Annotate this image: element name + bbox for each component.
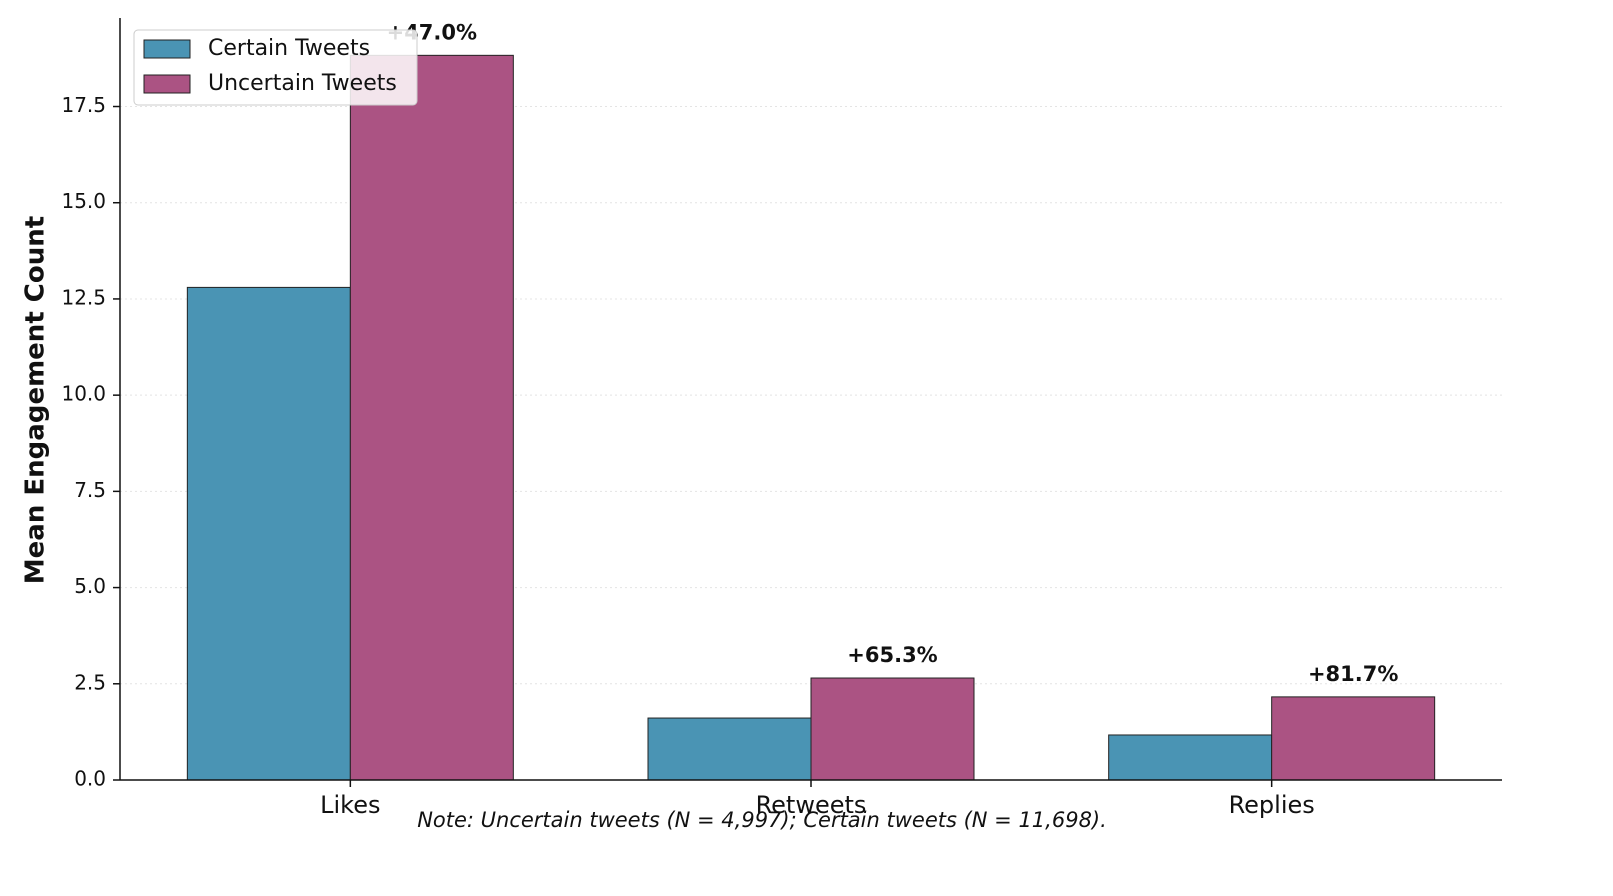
legend-box bbox=[133, 29, 418, 106]
bar bbox=[349, 54, 514, 781]
annotation: +65.3% bbox=[847, 643, 937, 667]
y-tick-label: 17.5 bbox=[61, 93, 106, 117]
y-tick-label: 0.0 bbox=[74, 767, 106, 791]
x-tick-label: Likes bbox=[320, 791, 380, 819]
annotation: +81.7% bbox=[1308, 662, 1398, 686]
y-tick-label: 5.0 bbox=[74, 574, 106, 598]
x-tick-label: Replies bbox=[1229, 791, 1315, 819]
y-tick-label: 10.0 bbox=[61, 382, 106, 406]
bar bbox=[1271, 696, 1436, 781]
y-tick-label: 15.0 bbox=[61, 189, 106, 213]
y-tick-label: 2.5 bbox=[74, 670, 106, 694]
bar bbox=[1108, 734, 1273, 781]
legend-swatch bbox=[143, 39, 191, 59]
legend-label: Uncertain Tweets bbox=[208, 71, 397, 96]
y-tick-label: 7.5 bbox=[74, 478, 106, 502]
bar bbox=[810, 677, 975, 781]
x-tick-label: Retweets bbox=[756, 791, 867, 819]
legend-label: Certain Tweets bbox=[208, 36, 370, 61]
note: Note: Uncertain tweets (N = 4,997); Cert… bbox=[417, 808, 1107, 832]
y-tick-label: 12.5 bbox=[61, 285, 106, 309]
legend-swatch bbox=[143, 74, 191, 94]
bar bbox=[186, 286, 351, 781]
bar bbox=[647, 717, 812, 781]
y-axis-label: Mean Engagement Count bbox=[21, 216, 51, 584]
